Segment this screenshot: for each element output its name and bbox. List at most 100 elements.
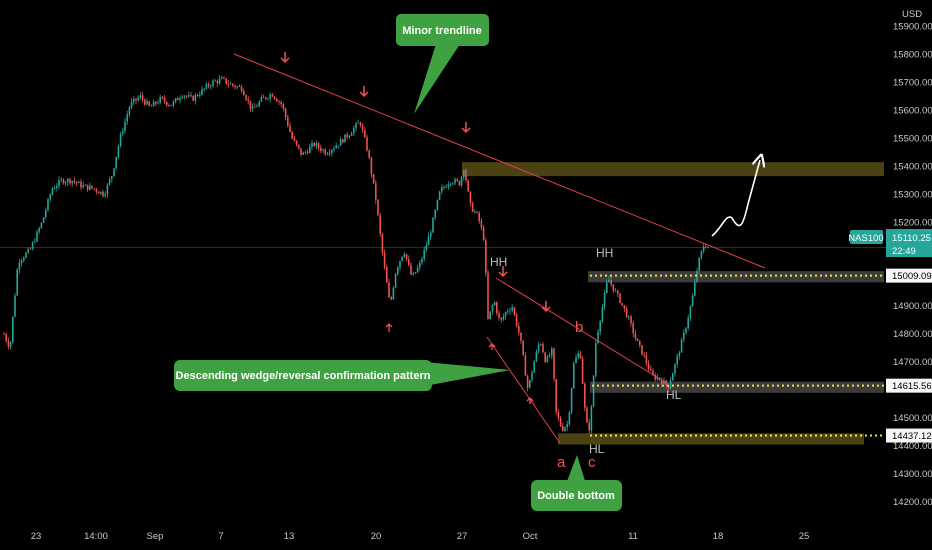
candle bbox=[196, 93, 199, 98]
candle bbox=[177, 96, 179, 101]
candle bbox=[507, 308, 509, 315]
candle bbox=[447, 181, 450, 190]
up-arrow-icon bbox=[385, 323, 393, 332]
level-zone-14615[interactable] bbox=[590, 381, 884, 393]
candle bbox=[238, 84, 241, 88]
up-arrow-icon bbox=[526, 397, 534, 404]
svg-text:22:49: 22:49 bbox=[892, 246, 916, 257]
candle bbox=[38, 226, 40, 235]
candle bbox=[511, 304, 513, 313]
candle bbox=[641, 344, 643, 356]
candle bbox=[601, 303, 604, 324]
candle bbox=[595, 339, 597, 379]
minor-trendline[interactable] bbox=[233, 53, 766, 269]
candle bbox=[122, 127, 124, 137]
resistance-zone[interactable] bbox=[462, 162, 884, 177]
candle bbox=[557, 409, 560, 422]
candle bbox=[89, 182, 91, 191]
candle bbox=[174, 97, 177, 104]
candle bbox=[84, 184, 87, 186]
candle bbox=[108, 176, 111, 186]
candle bbox=[128, 105, 131, 118]
candle bbox=[9, 340, 12, 350]
candle bbox=[361, 123, 364, 134]
candle bbox=[232, 83, 234, 88]
candle bbox=[524, 352, 527, 376]
level-zone-14437[interactable] bbox=[558, 433, 864, 445]
candle bbox=[643, 351, 645, 359]
candle bbox=[608, 276, 610, 283]
candle bbox=[478, 211, 480, 225]
candle bbox=[553, 347, 555, 382]
candle bbox=[685, 326, 687, 335]
y-tick-label: 14900.00 bbox=[893, 301, 932, 312]
candle bbox=[126, 110, 128, 126]
candle bbox=[67, 177, 69, 186]
candle bbox=[515, 312, 518, 328]
level-zone-15009[interactable] bbox=[588, 271, 884, 283]
svg-text:14615.56: 14615.56 bbox=[892, 381, 932, 392]
candle bbox=[328, 149, 331, 157]
svg-text:Minor trendline: Minor trendline bbox=[402, 25, 481, 37]
candle bbox=[410, 262, 412, 276]
candle bbox=[265, 96, 267, 100]
candle bbox=[324, 147, 326, 156]
candle bbox=[650, 365, 652, 371]
candle bbox=[260, 94, 263, 103]
candle bbox=[179, 95, 181, 104]
candle bbox=[529, 379, 531, 389]
candle bbox=[522, 340, 524, 356]
down-arrow-icon bbox=[461, 122, 471, 134]
candle bbox=[185, 95, 188, 99]
candle bbox=[168, 103, 170, 107]
wedge-upper-line[interactable] bbox=[495, 277, 669, 385]
candle bbox=[223, 76, 225, 80]
svg-text:Double bottom: Double bottom bbox=[537, 490, 615, 502]
candle bbox=[42, 216, 45, 223]
annotation-double-bottom[interactable]: Double bottom bbox=[531, 455, 622, 511]
annotation-minor-trendline[interactable]: Minor trendline bbox=[396, 14, 489, 114]
candle bbox=[80, 178, 82, 191]
candle bbox=[12, 316, 14, 345]
candle bbox=[113, 167, 115, 177]
down-arrow-icon bbox=[359, 86, 369, 98]
candle bbox=[421, 256, 423, 266]
candle bbox=[436, 199, 439, 211]
wedge-lower-line[interactable] bbox=[486, 336, 561, 444]
annotation-descending-wedge[interactable]: Descending wedge/reversal confirmation p… bbox=[174, 360, 510, 391]
candle bbox=[445, 184, 447, 188]
candle bbox=[498, 310, 500, 321]
y-tick-label: 14300.00 bbox=[893, 469, 932, 480]
candle bbox=[355, 122, 357, 132]
candle bbox=[372, 174, 375, 185]
svg-text:14437.12: 14437.12 bbox=[892, 431, 932, 442]
candle bbox=[313, 141, 315, 148]
swing-low-arrows bbox=[385, 323, 534, 404]
candle bbox=[91, 185, 93, 190]
candle bbox=[416, 264, 419, 274]
candle bbox=[322, 148, 324, 154]
candle bbox=[544, 351, 546, 364]
candle bbox=[309, 143, 311, 154]
candle bbox=[254, 103, 256, 108]
candle bbox=[678, 350, 681, 360]
candle bbox=[403, 251, 406, 258]
candle bbox=[502, 313, 505, 322]
candle bbox=[216, 79, 219, 87]
candle bbox=[148, 100, 150, 107]
candle bbox=[564, 426, 566, 433]
candle bbox=[75, 181, 78, 187]
candle bbox=[548, 352, 551, 358]
candle bbox=[375, 179, 377, 204]
candle bbox=[271, 93, 274, 97]
candle bbox=[218, 75, 221, 85]
candle bbox=[278, 100, 280, 106]
candle bbox=[137, 95, 139, 102]
candle bbox=[207, 82, 210, 89]
swing-high-arrows bbox=[280, 52, 551, 313]
candle bbox=[399, 260, 401, 271]
candle bbox=[306, 148, 309, 155]
candle bbox=[29, 247, 32, 250]
candle bbox=[632, 320, 634, 338]
